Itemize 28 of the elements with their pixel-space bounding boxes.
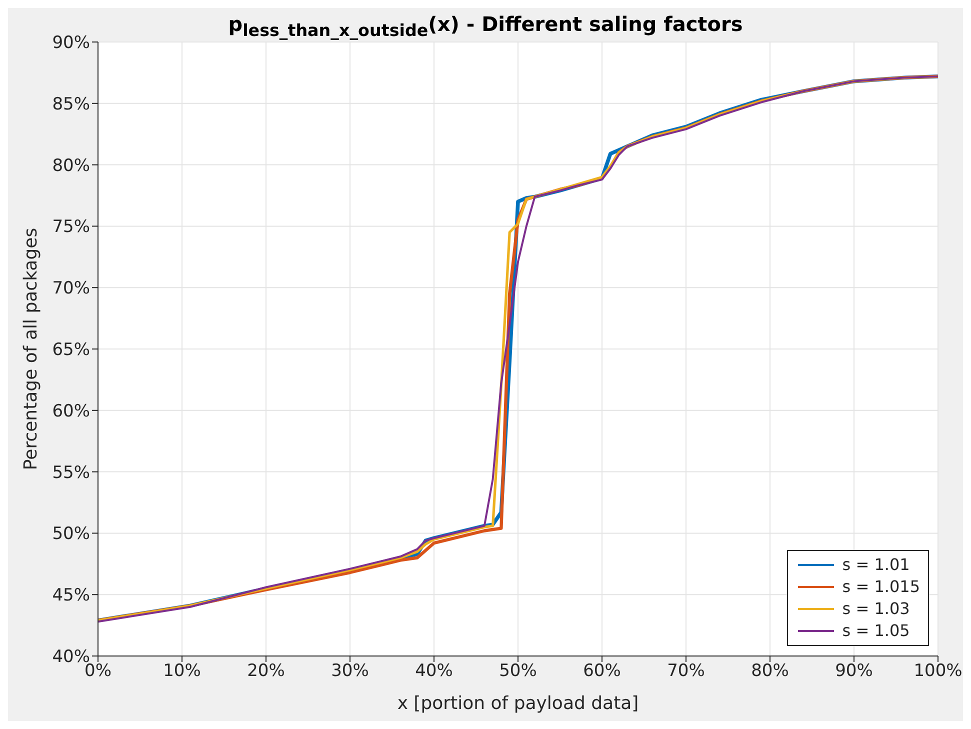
y-tick-label: 85% bbox=[52, 94, 90, 114]
chart-title: p$_{less_than_x_outside}$(x) - Different saling factors bbox=[228, 12, 743, 40]
legend-label: s = 1.015 bbox=[842, 576, 920, 598]
y-tick-label: 55% bbox=[52, 462, 90, 483]
x-tick-label: 100% bbox=[914, 661, 962, 682]
y-tick-label: 50% bbox=[52, 524, 90, 544]
x-tick-label: 60% bbox=[583, 661, 621, 682]
x-tick-label: 30% bbox=[331, 661, 369, 682]
x-tick-label: 70% bbox=[667, 661, 705, 682]
legend-label: s = 1.05 bbox=[842, 620, 910, 642]
x-tick-label: 40% bbox=[415, 661, 453, 682]
x-tick-label: 20% bbox=[247, 661, 285, 682]
y-tick-label: 60% bbox=[52, 401, 90, 422]
x-tick-label: 80% bbox=[751, 661, 789, 682]
legend-label: s = 1.01 bbox=[842, 554, 910, 576]
y-tick-label: 80% bbox=[52, 156, 90, 176]
x-tick-label: 90% bbox=[835, 661, 873, 682]
x-tick-label: 10% bbox=[163, 661, 201, 682]
x-tick-label: 0% bbox=[84, 661, 112, 682]
y-tick-label: 70% bbox=[52, 278, 90, 299]
y-axis-title: Percentage of all packages bbox=[20, 228, 42, 470]
y-tick-label: 65% bbox=[52, 340, 90, 360]
x-tick-label: 50% bbox=[499, 661, 537, 682]
x-axis-title: x [portion of payload data] bbox=[397, 693, 639, 714]
legend-label: s = 1.03 bbox=[842, 598, 910, 620]
y-tick-label: 45% bbox=[52, 586, 90, 606]
y-tick-label: 90% bbox=[52, 33, 90, 54]
y-tick-label: 75% bbox=[52, 217, 90, 238]
